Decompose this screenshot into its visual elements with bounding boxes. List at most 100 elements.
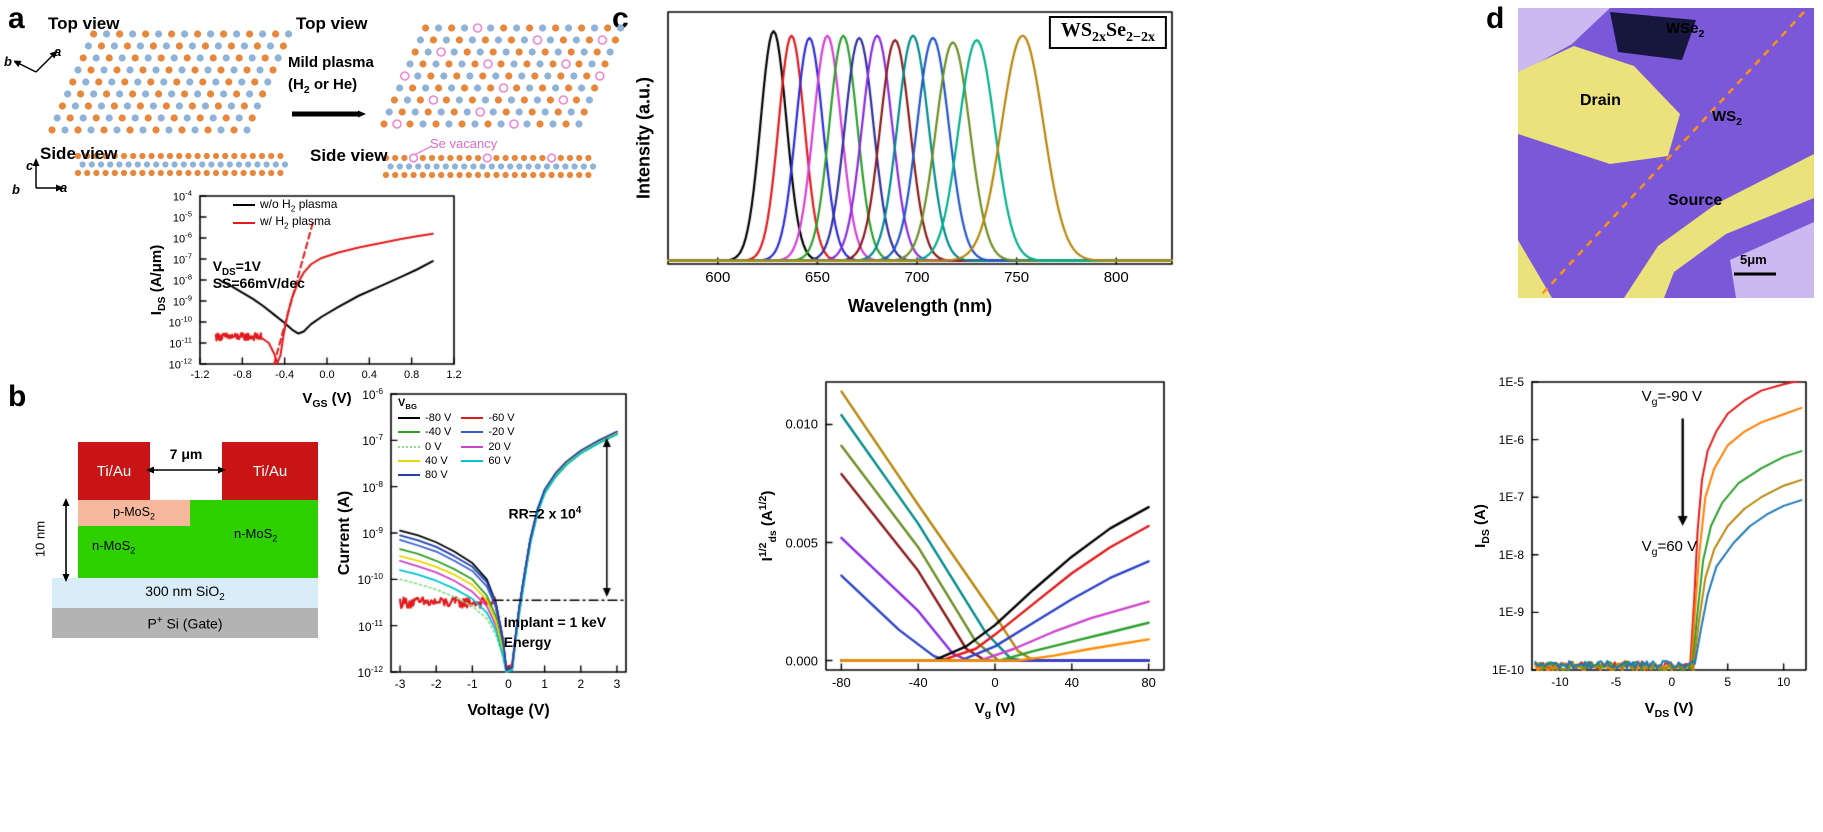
atom bbox=[471, 120, 479, 128]
atom bbox=[240, 152, 247, 160]
atom bbox=[424, 108, 432, 116]
legend-item: 80 V bbox=[398, 468, 451, 482]
atom bbox=[461, 163, 468, 170]
top-view-label-right: Top view bbox=[296, 14, 368, 33]
atom bbox=[129, 90, 137, 98]
atom bbox=[139, 126, 147, 134]
gap-arrow-head bbox=[218, 466, 226, 474]
atom bbox=[458, 60, 466, 68]
atom bbox=[448, 24, 456, 32]
atom bbox=[259, 90, 267, 98]
axis-b-arrow-head bbox=[14, 60, 22, 68]
atom bbox=[474, 84, 482, 92]
x-tick-label: 0 bbox=[505, 677, 512, 691]
axis-a2-arrow-head bbox=[56, 184, 64, 192]
atom bbox=[259, 30, 267, 38]
legend-swatch bbox=[398, 417, 421, 420]
atom bbox=[134, 161, 141, 168]
x-tick-label: 3 bbox=[613, 677, 621, 691]
atom bbox=[185, 169, 192, 177]
y-tick-label: 10-11 bbox=[169, 335, 192, 351]
atom bbox=[269, 66, 277, 74]
legend-item: 0 V bbox=[398, 440, 451, 454]
x-tick-label: -2 bbox=[430, 677, 442, 691]
atom bbox=[143, 161, 151, 168]
crystal-structure-art bbox=[14, 23, 625, 192]
atom bbox=[489, 48, 497, 56]
y-axis-label: Current (A) bbox=[336, 490, 353, 576]
atom bbox=[520, 36, 528, 44]
atom bbox=[575, 120, 583, 128]
atom bbox=[84, 169, 91, 177]
y-tick-label: 10-12 bbox=[168, 356, 192, 372]
y-tick-label: 0.000 bbox=[785, 653, 818, 669]
atom bbox=[212, 78, 220, 86]
atom bbox=[245, 161, 252, 168]
p-mos2-label: p-MoS2 bbox=[113, 504, 155, 522]
atom bbox=[414, 72, 422, 80]
atom bbox=[456, 154, 463, 162]
se-vacancy-site bbox=[482, 153, 492, 163]
atom bbox=[116, 30, 124, 38]
wse2-label: WSe2 bbox=[1666, 20, 1705, 40]
atom bbox=[61, 126, 69, 134]
legend: VBG -80 V -60 V -40 V -20 V 0 V 20 V 40 V 60 V 80… bbox=[398, 397, 515, 483]
atom bbox=[549, 60, 557, 68]
atom bbox=[539, 84, 547, 92]
atom bbox=[562, 163, 569, 170]
chart-d2-canvas bbox=[1470, 374, 1818, 724]
atom bbox=[494, 36, 502, 44]
atom bbox=[493, 171, 500, 179]
atom bbox=[235, 54, 243, 62]
atom bbox=[562, 120, 570, 128]
atom bbox=[253, 42, 261, 50]
x-tick-label: -0.8 bbox=[232, 369, 252, 381]
atom bbox=[107, 161, 114, 168]
x-tick-label: -1 bbox=[467, 677, 478, 691]
atom bbox=[552, 24, 560, 32]
atom bbox=[455, 36, 463, 44]
atom bbox=[515, 108, 523, 116]
atom bbox=[103, 30, 111, 38]
thickness-arrow-head bbox=[62, 498, 70, 506]
atom bbox=[233, 90, 241, 98]
x-tick-label: 750 bbox=[1004, 269, 1030, 286]
atom bbox=[97, 102, 105, 110]
atom bbox=[191, 66, 199, 74]
atom bbox=[448, 84, 456, 92]
atom bbox=[126, 66, 134, 74]
se-vacancy-site bbox=[594, 71, 605, 81]
atom bbox=[160, 78, 168, 86]
x-tick-label: -40 bbox=[908, 675, 928, 690]
x-tick-label: 0 bbox=[1668, 675, 1676, 689]
y-axis-label: Intensity (a.u.) bbox=[633, 76, 654, 200]
atom bbox=[171, 161, 178, 168]
atom bbox=[604, 24, 612, 32]
legend-label: 40 V bbox=[425, 454, 448, 467]
y-tick-label: 10-7 bbox=[362, 432, 383, 449]
atom bbox=[201, 102, 209, 110]
drain-electrode bbox=[1518, 46, 1680, 164]
atom bbox=[214, 102, 222, 110]
p-mos2-layer: p-MoS2 bbox=[78, 500, 190, 526]
atom bbox=[162, 42, 170, 50]
axis-a-arrow-head bbox=[49, 50, 58, 59]
atom bbox=[553, 163, 560, 170]
atom bbox=[567, 108, 575, 116]
atom bbox=[268, 152, 275, 160]
atom bbox=[520, 171, 528, 179]
atom bbox=[591, 24, 599, 32]
atom bbox=[95, 78, 103, 86]
atom bbox=[510, 60, 518, 68]
atom bbox=[528, 108, 536, 116]
device-schematic: p-MoS2 Ti/Au Ti/Au 300 nm SiO2 P+ Si (Ga… bbox=[22, 420, 332, 642]
atom bbox=[427, 72, 435, 80]
atom bbox=[274, 54, 282, 62]
atom bbox=[523, 120, 531, 128]
atom bbox=[249, 169, 256, 177]
se-vacancy-site bbox=[597, 35, 608, 45]
atom bbox=[222, 114, 230, 122]
atom bbox=[277, 169, 284, 177]
atom bbox=[557, 154, 564, 162]
legend-swatch bbox=[233, 221, 256, 224]
